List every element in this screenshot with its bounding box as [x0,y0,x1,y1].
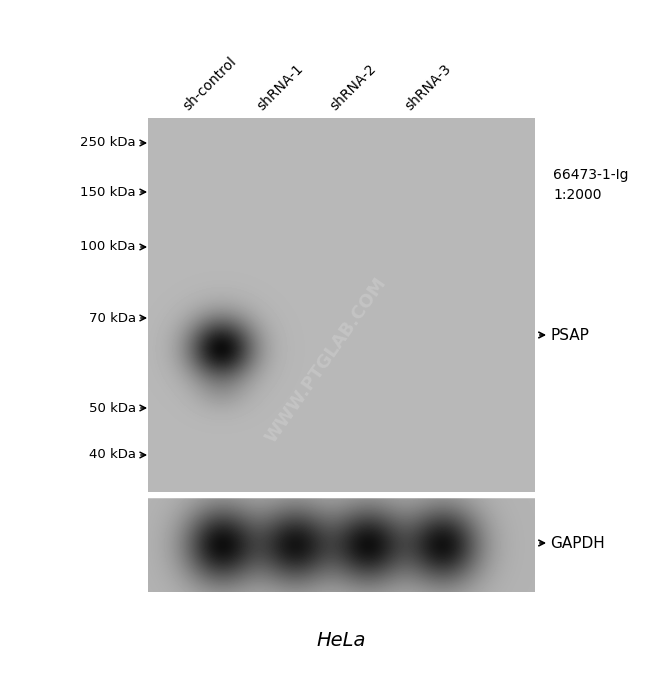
Text: HeLa: HeLa [317,631,366,650]
Text: 70 kDa: 70 kDa [89,312,136,325]
Text: shRNA-1: shRNA-1 [254,62,306,113]
Text: 66473-1-Ig
1:2000: 66473-1-Ig 1:2000 [553,168,629,202]
Text: sh-control: sh-control [180,55,239,113]
Text: shRNA-2: shRNA-2 [327,62,378,113]
Text: shRNA-3: shRNA-3 [402,62,454,113]
Text: WWW.PTGLAB.COM: WWW.PTGLAB.COM [263,274,391,446]
Text: 250 kDa: 250 kDa [81,136,136,150]
Text: 100 kDa: 100 kDa [81,241,136,253]
Text: 50 kDa: 50 kDa [89,402,136,414]
Text: PSAP: PSAP [550,328,589,342]
Text: 40 kDa: 40 kDa [89,449,136,461]
Text: GAPDH: GAPDH [550,536,604,550]
Text: 150 kDa: 150 kDa [81,186,136,199]
